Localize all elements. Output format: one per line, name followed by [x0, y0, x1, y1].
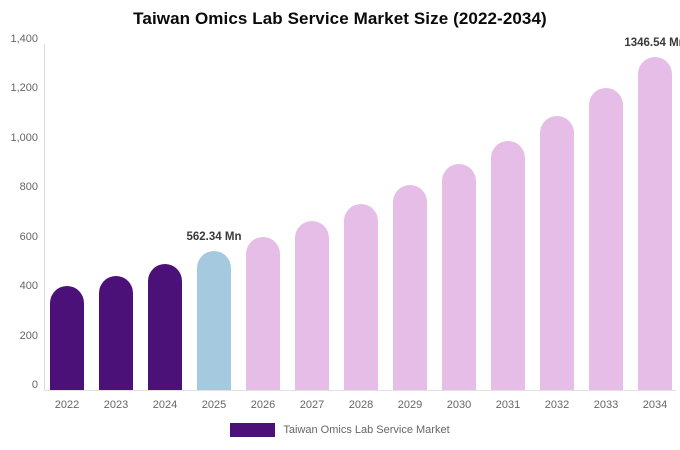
bar-2033[interactable]: [589, 87, 623, 390]
x-label-2034: 2034: [642, 399, 668, 411]
bar-2025[interactable]: [197, 251, 231, 390]
bar-2028[interactable]: [344, 204, 378, 390]
x-label-2031: 2031: [495, 399, 521, 411]
bar-2032[interactable]: [540, 115, 574, 390]
bar-2031[interactable]: [491, 141, 525, 390]
x-label-2028: 2028: [348, 399, 374, 411]
legend-label: Taiwan Omics Lab Service Market: [283, 424, 450, 436]
bar-2023[interactable]: [99, 275, 133, 390]
bar-2027[interactable]: [295, 221, 329, 390]
x-label-2023: 2023: [103, 399, 129, 411]
x-label-2027: 2027: [299, 399, 325, 411]
data-label-2034: 1346.54 Mn: [624, 37, 680, 50]
x-label-2030: 2030: [446, 399, 472, 411]
x-label-2033: 2033: [593, 399, 619, 411]
y-tick-1000: 1,000: [10, 131, 38, 144]
bar-2024[interactable]: [148, 263, 182, 390]
data-label-2025: 562.34 Mn: [186, 231, 242, 244]
bar-2022[interactable]: [50, 286, 84, 390]
x-axis-baseline: [44, 390, 676, 391]
y-tick-800: 800: [19, 181, 38, 194]
bar-2029[interactable]: [393, 185, 427, 390]
y-tick-1200: 1,200: [10, 82, 38, 95]
bar-2034[interactable]: [638, 57, 672, 390]
chart-title: Taiwan Omics Lab Service Market Size (20…: [133, 9, 547, 28]
y-tick-1400: 1,400: [10, 33, 38, 45]
x-label-2024: 2024: [152, 399, 178, 411]
legend-swatch: [230, 423, 276, 437]
x-label-2032: 2032: [544, 399, 570, 411]
x-label-2029: 2029: [397, 399, 423, 411]
y-tick-200: 200: [19, 329, 38, 342]
bar-2026[interactable]: [246, 236, 280, 390]
x-label-2025: 2025: [201, 399, 227, 411]
y-tick-400: 400: [19, 280, 38, 293]
y-tick-600: 600: [19, 230, 38, 243]
x-label-2026: 2026: [250, 399, 276, 411]
y-tick-0: 0: [31, 379, 38, 391]
x-label-2022: 2022: [54, 399, 80, 411]
bar-2030[interactable]: [442, 164, 476, 390]
y-axis-line: [44, 44, 45, 390]
legend[interactable]: Taiwan Omics Lab Service Market: [0, 423, 680, 437]
